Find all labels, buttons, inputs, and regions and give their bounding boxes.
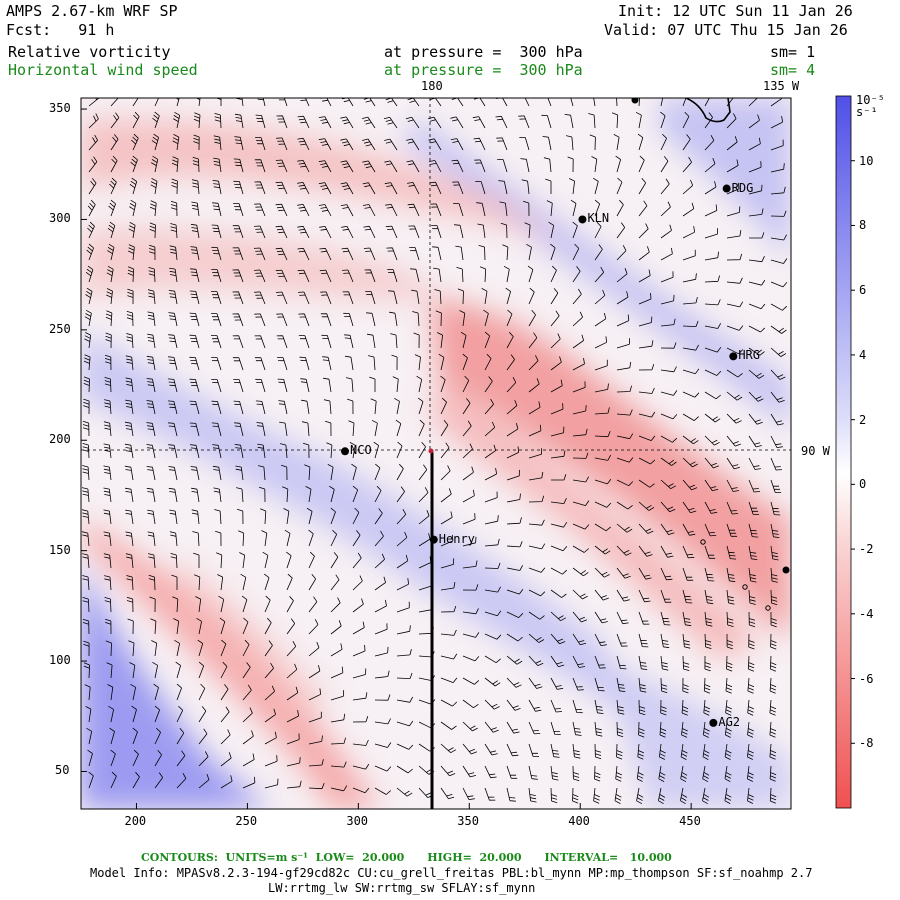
station-marker [729,352,738,361]
vorticity-shading [81,98,791,809]
small-marker [765,605,771,611]
y-tick-label: 300 [49,211,71,226]
coastline [685,98,731,123]
x-tick-label: 400 [568,814,590,828]
field-1-level: at pressure = 300 hPa [384,43,583,61]
forecast-hour: Fcst: 91 h [6,21,115,39]
station-label: Henry [438,531,475,546]
colorbar-tick-label: 6 [859,283,867,298]
colorbar-tick-label: -2 [859,542,874,557]
field-2-name: Horizontal wind speed [8,61,198,79]
colorbar-scale [835,95,852,809]
station-label: AG2 [718,714,741,729]
colorbar-tick-label: -4 [859,606,874,621]
y-tick-label: 50 [55,763,70,778]
station-marker [722,184,731,193]
station-marker [578,215,587,224]
x-tick-label: 200 [124,814,147,828]
colorbar-tick-label: 10 [859,153,874,168]
x-tick-label: 450 [679,814,701,828]
station-marker [709,718,718,727]
y-tick-label: 350 [49,101,71,116]
y-tick-label: 100 [49,653,71,668]
colorbar-tick-label: 0 [859,477,867,492]
model-info-physics: LW:rrtmg_lw SW:rrtmg_sw SFLAY:sf_mynn [268,881,536,895]
cross-section-start-marker [428,448,434,454]
station-label: HRG [738,348,760,363]
y-tick-label: 250 [49,321,71,336]
field-1-name: Relative vorticity [8,43,171,61]
init-time: Init: 12 UTC Sun 11 Jan 26 [618,2,853,20]
field-2-smoothing: sm= 4 [770,61,816,79]
meridian-135w-label: 135 W [763,79,800,93]
colorbar-tick-label: 2 [859,412,867,427]
y-tick-label: 150 [49,542,71,557]
colorbar-unit: 10⁻⁵ s⁻¹ [856,93,885,119]
contour-info: CONTOURS: UNITS=m s⁻¹ LOW= 20.000 HIGH= … [141,851,672,864]
valid-time: Valid: 07 UTC Thu 15 Jan 26 [604,21,848,39]
x-tick-label: 300 [346,814,369,828]
parallel-90w-label: 90 W [801,444,830,458]
x-tick-label: 350 [457,814,479,828]
axis-ticks [81,108,692,809]
meridian-180-label: 180 [421,79,443,93]
small-marker [700,539,706,545]
colorbar-tick-label: -8 [859,736,874,751]
station-label: RDG [731,180,754,195]
colorbar-tick-label: 8 [859,218,867,233]
field-1-smoothing: sm= 1 [770,43,816,61]
colorbar-ticks [851,160,855,744]
station-label: NCO [350,443,372,458]
colorbar-tick-label: -6 [859,671,874,686]
field-2-level: at pressure = 300 hPa [384,61,583,79]
small-marker [742,584,748,590]
model-info: Model Info: MPASv8.2.3-194-gf29cd82c CU:… [90,866,813,880]
wind-barbs [81,98,788,805]
station-markers [341,184,738,727]
station-marker [341,447,350,456]
edge-marker [631,98,639,104]
edge-marker [782,566,790,574]
x-tick-label: 250 [235,814,258,828]
station-label: KLN [587,211,610,226]
y-tick-label: 200 [49,432,71,447]
station-marker [429,535,438,544]
colorbar-tick-label: 4 [859,347,867,362]
map-frame [80,97,792,810]
model-title: AMPS 2.67-km WRF SP [6,2,178,20]
